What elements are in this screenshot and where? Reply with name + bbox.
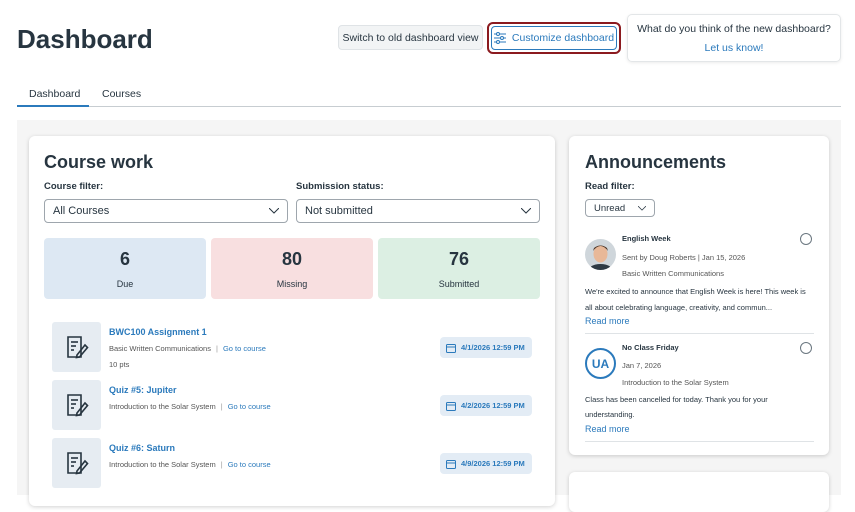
avatar-photo (585, 239, 616, 270)
item-points: 10 pts (109, 360, 130, 369)
page: {"header": {"title": "Dashboard", "old_v… (17, 14, 841, 488)
select-value: All Courses (53, 205, 110, 217)
go-to-course-link[interactable]: Go to course (227, 460, 271, 469)
next-card (569, 472, 829, 512)
item-icon (52, 380, 101, 430)
filter-label: Submission status: (296, 181, 384, 192)
avatar-initials: UA (585, 348, 616, 379)
read-more-link[interactable]: Read more (585, 424, 630, 434)
item-course: Basic Written Communications (109, 344, 211, 353)
feedback-question: What do you think of the new dashboard? (637, 23, 831, 35)
assignment-icon (67, 394, 89, 417)
feedback-box: What do you think of the new dashboard? … (627, 14, 841, 62)
card-title: Course work (44, 152, 154, 172)
stat-value: 76 (448, 249, 470, 269)
card-title: Announcements (585, 152, 727, 172)
tab-indicator (17, 105, 89, 107)
due-date: 4/9/2026 12:59 PM (461, 459, 525, 468)
stat-value: 80 (281, 249, 303, 269)
item-icon (52, 322, 101, 372)
go-to-course-link[interactable]: Go to course (222, 344, 266, 353)
select-value: Not submitted (305, 205, 373, 217)
announcement-title[interactable]: English Week (622, 234, 671, 243)
course-work-card (29, 136, 555, 506)
separator: | (215, 344, 218, 353)
item-icon (52, 438, 101, 488)
calendar-icon (446, 459, 456, 469)
item-title[interactable]: BWC100 Assignment 1 (109, 327, 207, 337)
announcements-card (569, 136, 829, 455)
mark-read-toggle[interactable] (800, 342, 812, 354)
due-badge: 4/1/2026 12:59 PM (440, 337, 532, 358)
stat-value: 6 (119, 249, 130, 269)
go-to-course-link[interactable]: Go to course (227, 402, 271, 411)
focus-outline (487, 22, 621, 54)
item-course: Introduction to the Solar System (109, 402, 216, 411)
tab[interactable]: Dashboard (29, 88, 81, 100)
sliders-icon (493, 32, 506, 44)
stat-label: Missing (276, 279, 308, 289)
due-date: 4/2/2026 12:59 PM (461, 401, 525, 410)
divider (585, 333, 814, 334)
filter-label: Read filter: (585, 181, 635, 192)
tab[interactable]: Courses (102, 88, 142, 100)
calendar-icon (446, 343, 456, 353)
item-course-line: Introduction to the Solar System | Go to c… (109, 460, 271, 469)
stat-label: Submitted (438, 279, 480, 289)
assignment-icon (67, 452, 89, 475)
page-title: Dashboard (17, 24, 153, 54)
chevron (638, 205, 646, 211)
announcement-course: Introduction to the Solar System (622, 378, 729, 387)
filter-label: Course filter: (44, 181, 104, 192)
stat-tile[interactable]: 76 Submitted (378, 238, 540, 299)
assignment-icon (67, 336, 89, 359)
read-filter-select[interactable]: Unread (585, 199, 655, 217)
announcement-meta: Jan 7, 2026 (622, 361, 662, 370)
announcement-body: Class has been cancelled for today. Than… (585, 395, 768, 419)
customize-button[interactable]: Customize dashboard (491, 26, 617, 50)
item-title[interactable]: Quiz #5: Jupiter (109, 385, 177, 395)
feedback-link[interactable]: Let us know! (704, 42, 764, 54)
due-badge: 4/2/2026 12:59 PM (440, 395, 532, 416)
announcement-course: Basic Written Communications (622, 269, 724, 278)
calendar-icon (446, 401, 456, 411)
mark-read-toggle[interactable] (800, 233, 812, 245)
course-filter-select[interactable]: All Courses (44, 199, 288, 223)
stat-tile[interactable]: 80 Missing (211, 238, 373, 299)
divider (585, 441, 814, 442)
old-view-button[interactable]: Switch to old dashboard view (338, 25, 483, 50)
announcement-meta: Sent by Doug Roberts | Jan 15, 2026 (622, 253, 746, 262)
item-course: Introduction to the Solar System (109, 460, 216, 469)
separator: | (220, 460, 223, 469)
stat-tile[interactable]: 6 Due (44, 238, 206, 299)
item-course-line: Introduction to the Solar System | Go to c… (109, 402, 271, 411)
chevron (269, 208, 279, 214)
chevron (521, 208, 531, 214)
status-select[interactable]: Not submitted (296, 199, 540, 223)
due-badge: 4/9/2026 12:59 PM (440, 453, 532, 474)
item-title[interactable]: Quiz #6: Saturn (109, 443, 176, 453)
select-value: Unread (594, 202, 626, 214)
due-date: 4/1/2026 12:59 PM (461, 343, 525, 352)
separator: | (220, 402, 223, 411)
stat-label: Due (116, 279, 134, 289)
read-more-link[interactable]: Read more (585, 316, 630, 326)
customize-label: Customize dashboard (511, 32, 615, 44)
announcement-title[interactable]: No Class Friday (622, 343, 679, 352)
tab-divider (17, 106, 841, 107)
announcement-body: We're excited to announce that English W… (585, 287, 806, 312)
item-course-line: Basic Written Communications | Go to cours… (109, 344, 266, 353)
